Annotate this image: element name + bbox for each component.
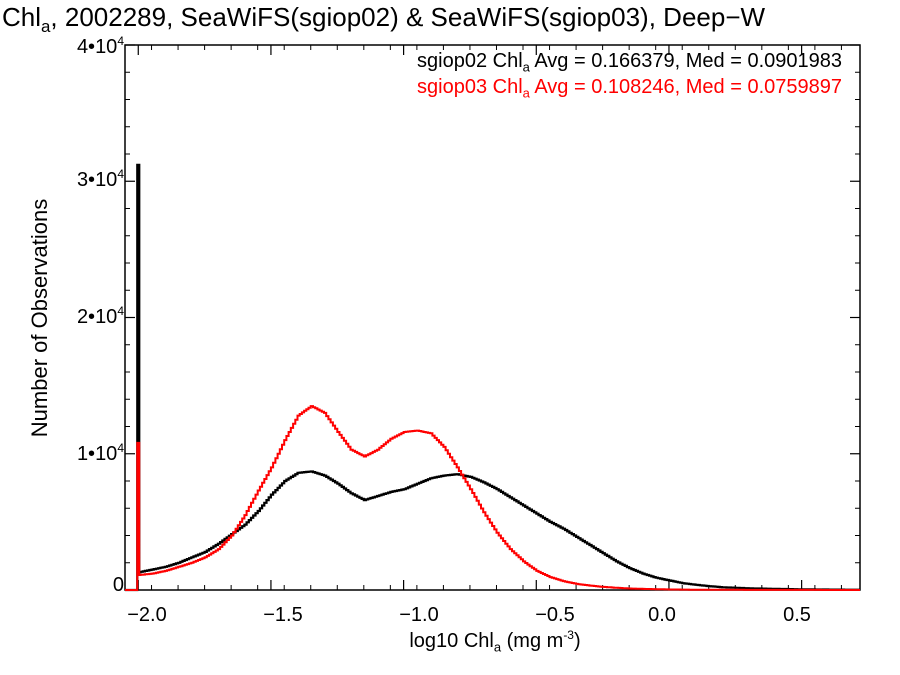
y-tick-label: 4•104 — [76, 34, 124, 58]
legend-entry-sgiop02: sgiop02 Chla Avg = 0.166379, Med = 0.090… — [417, 50, 842, 75]
x-tick-label: −2.0 — [127, 604, 167, 626]
y-tick-label: 3•104 — [76, 167, 124, 191]
y-axis-label: Number of Observations — [27, 198, 52, 438]
plot-frame — [124, 44, 861, 591]
y-tick-label: 0 — [112, 573, 124, 596]
x-tick-label: −1.5 — [263, 604, 303, 626]
legend-entry-sgiop03: sgiop03 Chla Avg = 0.108246, Med = 0.075… — [417, 76, 842, 101]
x-tick-label: 0.5 — [783, 604, 811, 626]
x-tick-label: 0.0 — [648, 604, 676, 626]
x-tick-label: −0.5 — [535, 604, 575, 626]
y-tick-label: 1•104 — [76, 441, 124, 465]
y-tick-label: 2•104 — [76, 304, 124, 328]
axis-ticks — [124, 44, 860, 591]
x-axis-label: log10 Chla (mg m-3) — [409, 628, 581, 655]
series-group — [125, 163, 860, 592]
series-line-sgiop03 — [125, 405, 860, 591]
x-tick-label: −1.0 — [399, 604, 439, 626]
series-line-sgiop02 — [125, 163, 860, 592]
chart-title: Chla, 2002289, SeaWiFS(sgiop02) & SeaWiF… — [2, 2, 766, 36]
